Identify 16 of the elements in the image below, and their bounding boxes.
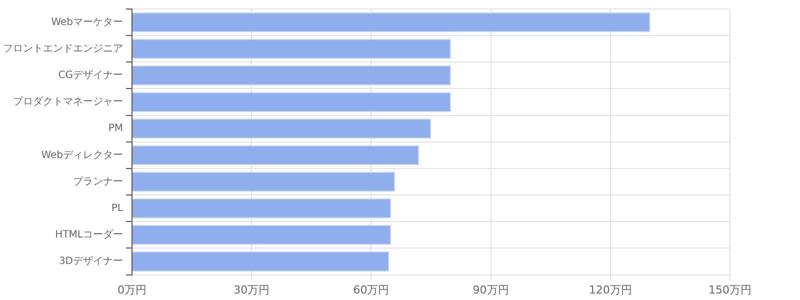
y-tick-label: フロントエンドエンジニア [3, 43, 123, 54]
y-tick-label: HTMLコーダー [55, 228, 123, 241]
x-tick-label: 0万円 [118, 283, 146, 296]
x-tick-label: 60万円 [353, 283, 390, 296]
x-tick-label: 120万円 [588, 283, 632, 296]
x-tick-label: 150万円 [708, 283, 752, 296]
y-tick-label: PM [108, 123, 123, 134]
y-tick-label: CGデザイナー [58, 70, 123, 82]
x-tick-label: 90万円 [472, 283, 509, 296]
y-tick-label: Webディレクター [41, 150, 123, 161]
y-tick-label: プロダクトマネージャー [13, 96, 123, 108]
y-tick-label: 3Dデザイナー [58, 256, 123, 268]
y-tick-label: PL [111, 202, 124, 214]
y-tick-label: Webマーケター [51, 16, 123, 28]
y-tick-label: プランナー [73, 175, 123, 188]
x-tick-label: 30万円 [234, 283, 270, 296]
